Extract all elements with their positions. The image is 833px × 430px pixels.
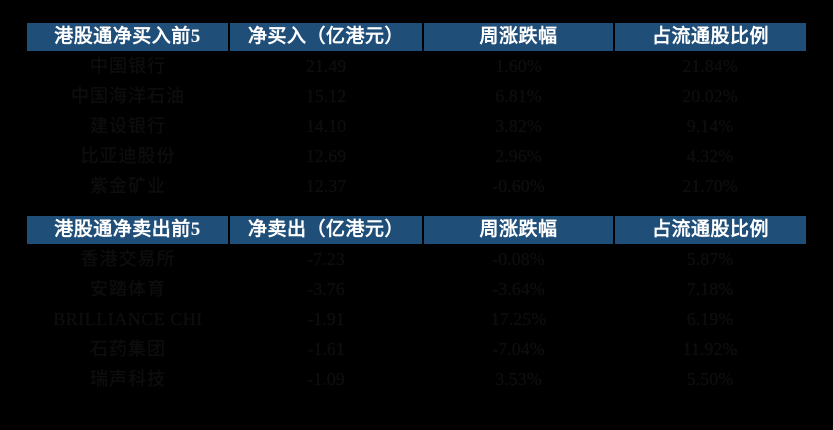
cell-name: 建设银行	[27, 111, 229, 141]
net-sell-table-body: 香港交易所 -7.23 -0.08% 5.87% 安踏体育 -3.76 -3.6…	[27, 244, 806, 394]
net-buy-table: 港股通净买入前5 净买入（亿港元） 周涨跌幅 占流通股比例 中国银行 21.49…	[27, 23, 806, 201]
cell-amount: -1.91	[229, 304, 423, 334]
cell-name: 安踏体育	[27, 274, 229, 304]
column-header-ratio: 占流通股比例	[614, 216, 806, 244]
net-sell-table-header: 港股通净卖出前5 净卖出（亿港元） 周涨跌幅 占流通股比例	[27, 216, 806, 244]
cell-ratio: 11.92%	[614, 334, 806, 364]
cell-name: 中国银行	[27, 51, 229, 81]
cell-ratio: 5.50%	[614, 364, 806, 394]
cell-amount: -7.23	[229, 244, 423, 274]
net-sell-table-block: 港股通净卖出前5 净卖出（亿港元） 周涨跌幅 占流通股比例 香港交易所 -7.2…	[27, 216, 806, 394]
table-row: BRILLIANCE CHI -1.91 17.25% 6.19%	[27, 304, 806, 334]
cell-name: 香港交易所	[27, 244, 229, 274]
cell-change: 3.53%	[423, 364, 614, 394]
table-row: 香港交易所 -7.23 -0.08% 5.87%	[27, 244, 806, 274]
cell-change: 6.81%	[423, 81, 614, 111]
cell-amount: 12.69	[229, 141, 423, 171]
table-row: 石药集团 -1.61 -7.04% 11.92%	[27, 334, 806, 364]
cell-ratio: 21.70%	[614, 171, 806, 201]
table-row: 瑞声科技 -1.09 3.53% 5.50%	[27, 364, 806, 394]
cell-change: -0.08%	[423, 244, 614, 274]
cell-amount: 14.10	[229, 111, 423, 141]
cell-change: 2.96%	[423, 141, 614, 171]
column-header-ratio: 占流通股比例	[614, 23, 806, 51]
cell-name: 紫金矿业	[27, 171, 229, 201]
column-header-name: 港股通净买入前5	[27, 23, 230, 51]
cell-amount: 12.37	[229, 171, 423, 201]
cell-change: 3.82%	[423, 111, 614, 141]
column-header-change: 周涨跌幅	[423, 23, 615, 51]
cell-ratio: 9.14%	[614, 111, 806, 141]
cell-amount: 21.49	[229, 51, 423, 81]
cell-name: 石药集团	[27, 334, 229, 364]
cell-name: BRILLIANCE CHI	[27, 304, 229, 334]
cell-change: -3.64%	[423, 274, 614, 304]
column-header-change: 周涨跌幅	[423, 216, 615, 244]
cell-name: 比亚迪股份	[27, 141, 229, 171]
cell-ratio: 20.02%	[614, 81, 806, 111]
cell-change: -0.60%	[423, 171, 614, 201]
column-header-name: 港股通净卖出前5	[27, 216, 230, 244]
net-buy-table-header: 港股通净买入前5 净买入（亿港元） 周涨跌幅 占流通股比例	[27, 23, 806, 51]
cell-ratio: 4.32%	[614, 141, 806, 171]
cell-amount: 15.12	[229, 81, 423, 111]
net-buy-table-body: 中国银行 21.49 1.60% 21.84% 中国海洋石油 15.12 6.8…	[27, 51, 806, 201]
cell-amount: -1.09	[229, 364, 423, 394]
cell-change: -7.04%	[423, 334, 614, 364]
column-header-amount: 净买入（亿港元）	[229, 23, 424, 51]
cell-ratio: 21.84%	[614, 51, 806, 81]
cell-ratio: 6.19%	[614, 304, 806, 334]
cell-amount: -1.61	[229, 334, 423, 364]
table-row: 建设银行 14.10 3.82% 9.14%	[27, 111, 806, 141]
net-buy-table-block: 港股通净买入前5 净买入（亿港元） 周涨跌幅 占流通股比例 中国银行 21.49…	[27, 23, 806, 201]
net-sell-table: 港股通净卖出前5 净卖出（亿港元） 周涨跌幅 占流通股比例 香港交易所 -7.2…	[27, 216, 806, 394]
cell-change: 17.25%	[423, 304, 614, 334]
cell-change: 1.60%	[423, 51, 614, 81]
cell-ratio: 5.87%	[614, 244, 806, 274]
cell-name: 瑞声科技	[27, 364, 229, 394]
table-row: 中国银行 21.49 1.60% 21.84%	[27, 51, 806, 81]
cell-amount: -3.76	[229, 274, 423, 304]
cell-name: 中国海洋石油	[27, 81, 229, 111]
cell-ratio: 7.18%	[614, 274, 806, 304]
table-row: 安踏体育 -3.76 -3.64% 7.18%	[27, 274, 806, 304]
table-header-row: 港股通净买入前5 净买入（亿港元） 周涨跌幅 占流通股比例	[27, 23, 806, 51]
column-header-amount: 净卖出（亿港元）	[229, 216, 424, 244]
table-row: 紫金矿业 12.37 -0.60% 21.70%	[27, 171, 806, 201]
table-row: 中国海洋石油 15.12 6.81% 20.02%	[27, 81, 806, 111]
table-row: 比亚迪股份 12.69 2.96% 4.32%	[27, 141, 806, 171]
table-header-row: 港股通净卖出前5 净卖出（亿港元） 周涨跌幅 占流通股比例	[27, 216, 806, 244]
